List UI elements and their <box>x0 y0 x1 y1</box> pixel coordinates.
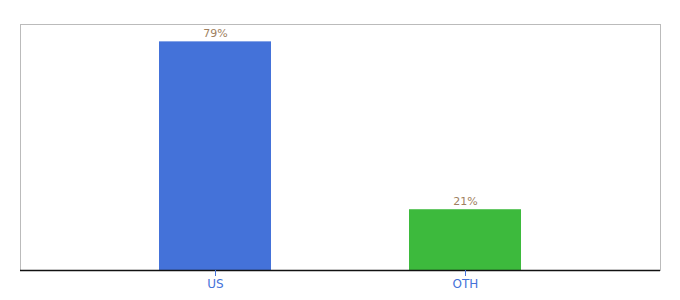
svg-text:21%: 21% <box>453 195 477 208</box>
svg-text:OTH: OTH <box>453 277 479 291</box>
svg-text:79%: 79% <box>203 27 227 40</box>
svg-text:US: US <box>207 277 223 291</box>
